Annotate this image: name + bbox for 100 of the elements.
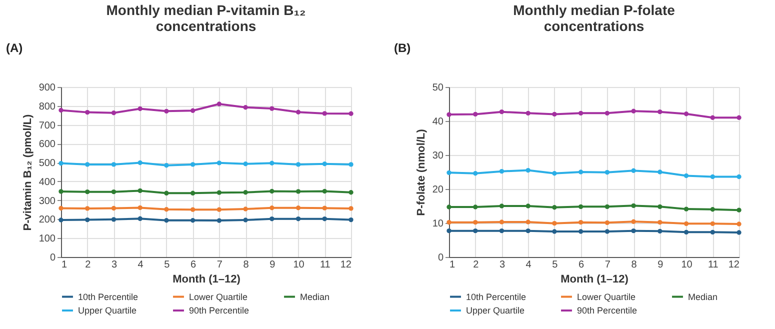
legend-label: 90th Percentile bbox=[577, 306, 638, 316]
point bbox=[216, 102, 222, 106]
y-tick-label: 700 bbox=[38, 120, 56, 132]
point bbox=[684, 173, 689, 178]
point bbox=[111, 206, 116, 211]
x-tick-label: 2 bbox=[85, 260, 92, 270]
x-tick-label: 7 bbox=[604, 260, 611, 270]
point bbox=[190, 190, 196, 196]
x-tick-label: 6 bbox=[578, 260, 585, 270]
x-tick-label: 12 bbox=[340, 260, 352, 270]
text: (B) bbox=[394, 41, 411, 55]
point bbox=[348, 111, 354, 116]
x-axis-title: Month (1–12) bbox=[560, 274, 629, 286]
x-tick-label: 1 bbox=[450, 260, 456, 270]
point bbox=[58, 160, 64, 166]
y-tick-label: 300 bbox=[38, 196, 56, 207]
x-tick-label: 3 bbox=[499, 260, 506, 270]
point bbox=[216, 207, 222, 212]
point bbox=[243, 206, 248, 212]
point bbox=[58, 108, 64, 113]
point bbox=[58, 189, 64, 194]
legend-label: Upper Quartile bbox=[78, 306, 137, 316]
point bbox=[736, 222, 742, 226]
point bbox=[552, 229, 557, 234]
point bbox=[473, 112, 478, 117]
point bbox=[658, 170, 662, 174]
y-tick-label: 0 bbox=[50, 252, 56, 264]
point bbox=[736, 230, 742, 235]
y-tick-label: 800 bbox=[38, 101, 56, 112]
chart-title: Monthly median P-vitamin B₁₂ concentrations bbox=[106, 2, 306, 34]
point bbox=[216, 218, 222, 223]
text: (A) bbox=[6, 41, 23, 55]
x-tick-label: 1 bbox=[62, 260, 68, 270]
point bbox=[190, 108, 196, 113]
legend-label: Median bbox=[300, 292, 330, 302]
point bbox=[658, 228, 662, 234]
point bbox=[736, 174, 742, 180]
point bbox=[684, 206, 689, 212]
legend-label: 90th Percentile bbox=[189, 306, 250, 316]
legend-label: 10th Percentile bbox=[466, 292, 526, 302]
point bbox=[138, 205, 142, 210]
point bbox=[499, 168, 504, 174]
point bbox=[710, 230, 715, 235]
point bbox=[111, 217, 116, 222]
point bbox=[243, 218, 248, 222]
legend-label: Lower Quartile bbox=[189, 292, 248, 302]
point bbox=[446, 220, 452, 225]
point bbox=[446, 112, 452, 117]
point bbox=[296, 189, 301, 194]
x-tick-label: 5 bbox=[552, 260, 558, 270]
legend-label: 10th Percentile bbox=[78, 292, 138, 302]
point bbox=[684, 112, 689, 116]
y-axis-title: P-vitamin B₁₂ (pmol/L) bbox=[22, 114, 34, 231]
point bbox=[631, 108, 636, 114]
x-tick-label: 4 bbox=[138, 260, 144, 270]
point bbox=[348, 206, 354, 211]
point bbox=[164, 207, 169, 212]
point bbox=[322, 111, 327, 116]
legend-label: Upper Quartile bbox=[466, 306, 525, 316]
x-tick-label: 5 bbox=[164, 260, 170, 270]
point bbox=[499, 109, 504, 114]
point bbox=[499, 228, 504, 234]
x-tick-label: 11 bbox=[708, 260, 719, 270]
point bbox=[322, 216, 327, 222]
point bbox=[243, 162, 248, 166]
y-tick-label: 20 bbox=[432, 184, 444, 196]
point bbox=[473, 204, 478, 210]
point bbox=[243, 190, 248, 195]
point bbox=[138, 160, 142, 166]
point bbox=[658, 204, 662, 210]
x-tick-label: 8 bbox=[243, 260, 250, 270]
point bbox=[296, 110, 301, 114]
x-tick-label: 8 bbox=[631, 260, 638, 270]
point bbox=[446, 228, 452, 234]
point bbox=[710, 221, 715, 226]
point bbox=[710, 174, 715, 180]
point bbox=[604, 220, 610, 225]
x-tick-label: 7 bbox=[216, 260, 223, 270]
point bbox=[710, 115, 715, 120]
y-tick-label: 30 bbox=[432, 150, 444, 162]
point bbox=[85, 217, 90, 222]
y-tick-label: 100 bbox=[38, 234, 56, 245]
point bbox=[446, 204, 452, 210]
y-tick-label: 400 bbox=[38, 176, 56, 188]
point bbox=[58, 206, 64, 211]
x-tick-label: 9 bbox=[658, 260, 664, 270]
point bbox=[499, 220, 504, 224]
point bbox=[164, 163, 169, 168]
point bbox=[164, 190, 169, 196]
x-tick-label: 10 bbox=[681, 260, 693, 270]
x-tick-label: 9 bbox=[270, 260, 276, 270]
chart-title: Monthly median P-folate concentrations bbox=[513, 2, 676, 34]
point bbox=[348, 217, 354, 222]
point bbox=[270, 188, 274, 194]
point bbox=[270, 106, 274, 111]
x-tick-label: 10 bbox=[293, 260, 305, 270]
point bbox=[552, 221, 557, 226]
y-tick-label: 200 bbox=[38, 214, 56, 226]
x-tick-label: 2 bbox=[473, 260, 480, 270]
point bbox=[138, 106, 142, 112]
